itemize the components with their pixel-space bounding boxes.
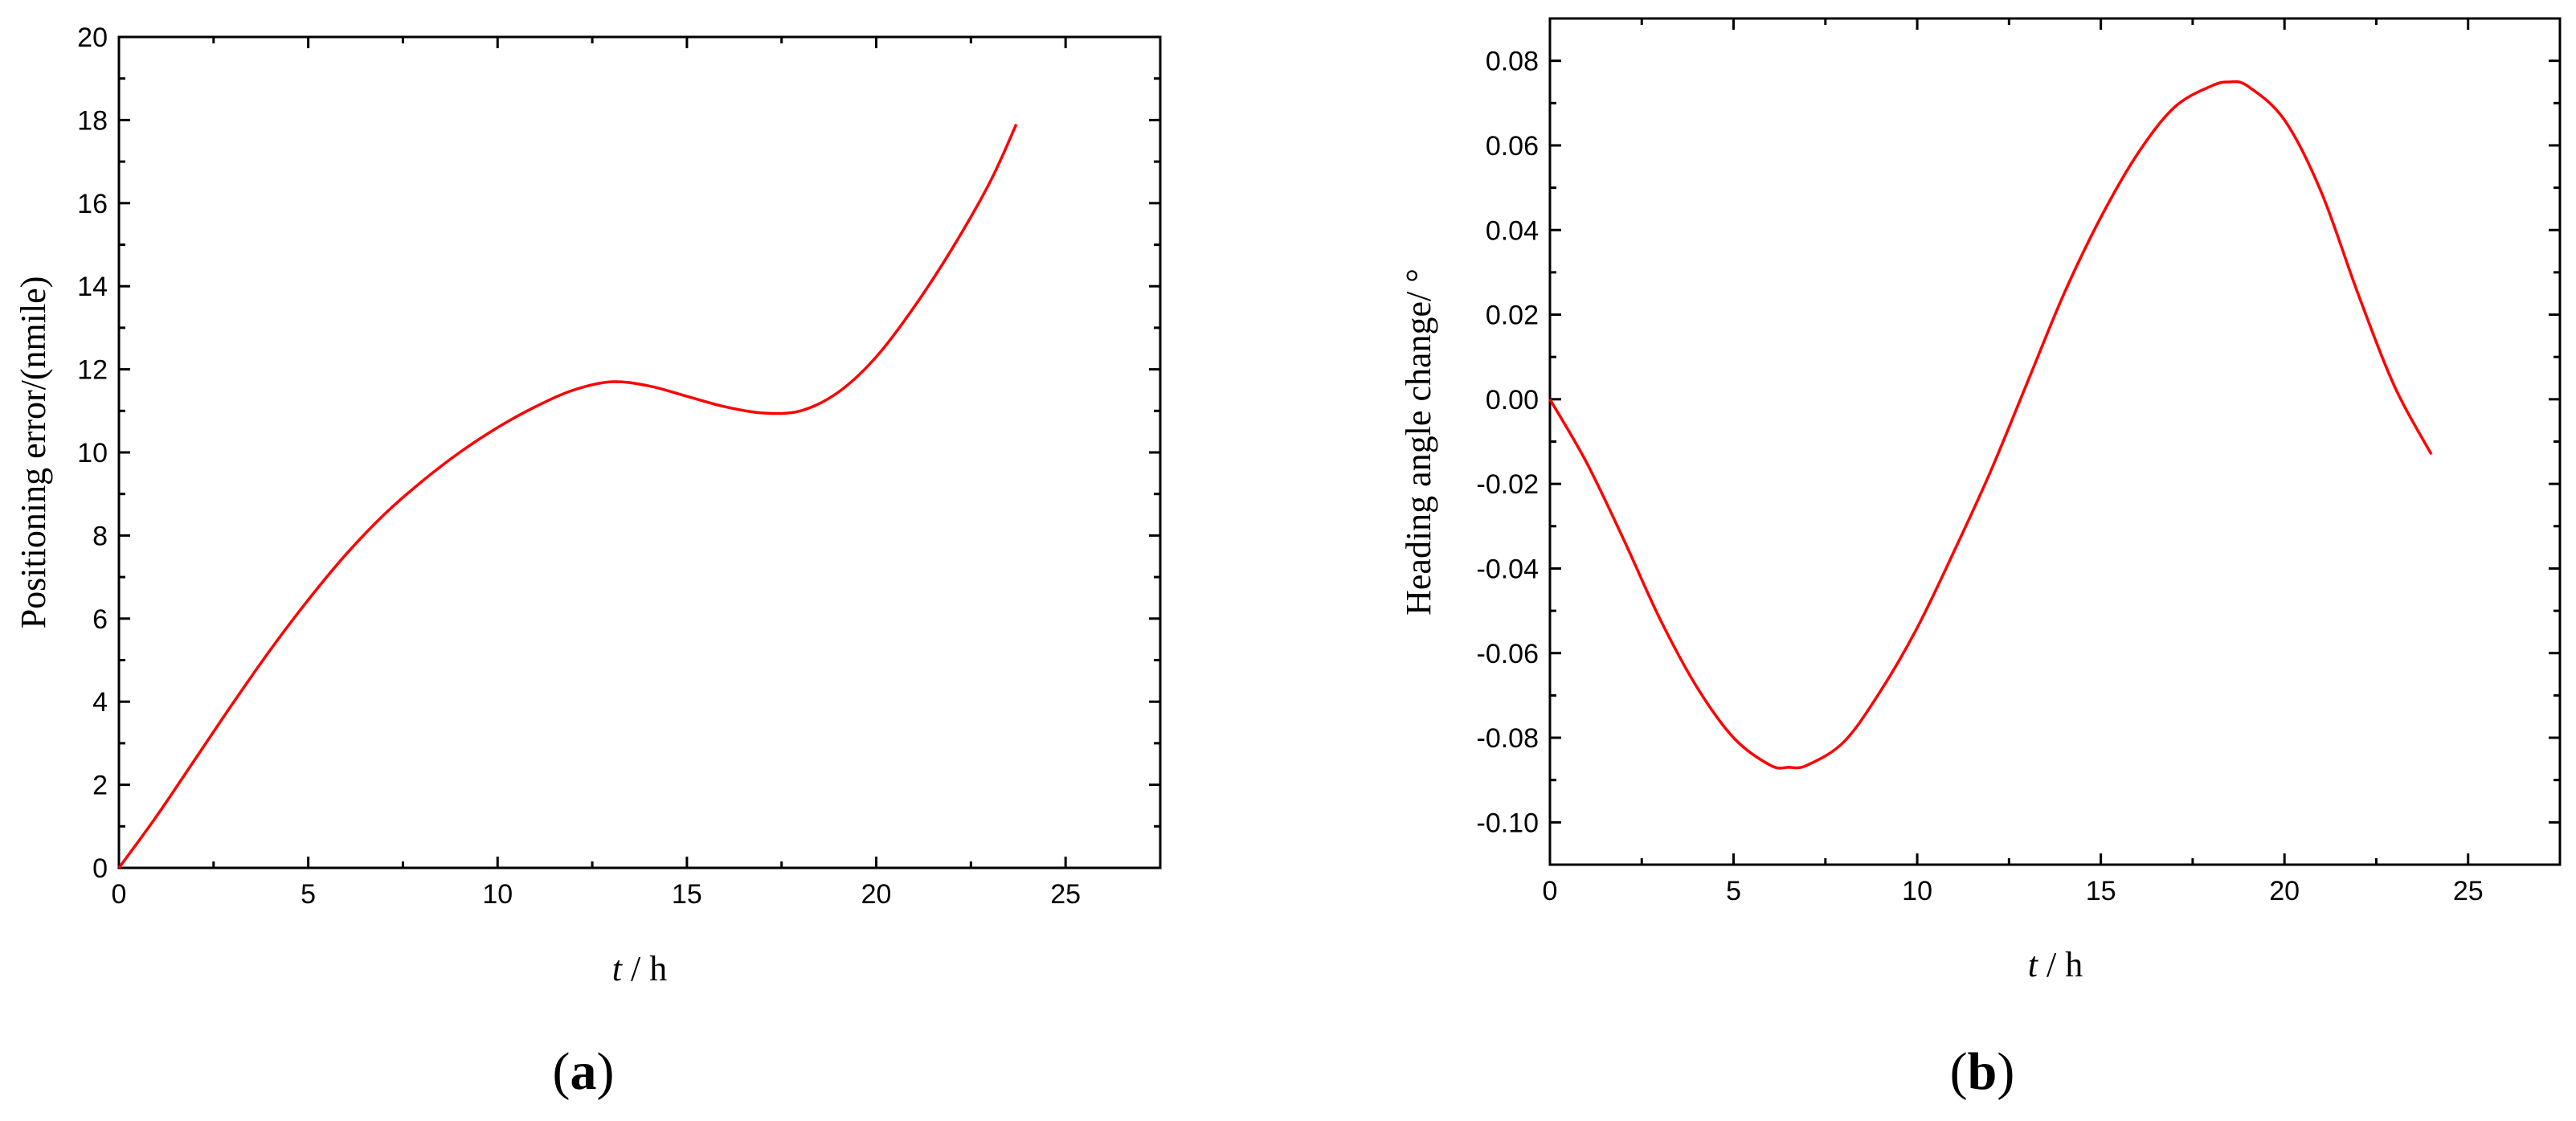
x-tick-label: 10 bbox=[1902, 876, 1932, 906]
y-tick-label: 6 bbox=[92, 604, 108, 635]
chart-panel-a: 0 5 10 15 20 25 0 2 4 6 8 10 12 14 16 18 20 t / h Posit… bbox=[14, 23, 1162, 1101]
y-tick-labels: -0.10 -0.08 -0.06 -0.04 -0.02 0.00 0.02 0.04 0.0… bbox=[1477, 47, 1539, 839]
x-axis-title: t / h bbox=[2028, 945, 2083, 984]
x-tick-label: 15 bbox=[672, 879, 702, 910]
y-tick-label: 8 bbox=[92, 521, 108, 551]
y-tick-label: 2 bbox=[92, 771, 108, 801]
data-line bbox=[1548, 80, 2433, 770]
panel-label: (a) bbox=[553, 1042, 615, 1101]
y-tick-label: 10 bbox=[77, 438, 108, 468]
y-tick-label: 0.06 bbox=[1486, 131, 1539, 162]
x-tick-label: 15 bbox=[2086, 876, 2116, 906]
y-tick-label: 14 bbox=[77, 272, 108, 302]
y-tick-label: 12 bbox=[77, 355, 108, 386]
y-tick-label: 0.00 bbox=[1486, 385, 1539, 415]
y-tick-label: 16 bbox=[77, 189, 108, 219]
x-tick-label: 25 bbox=[1050, 879, 1081, 910]
y-tick-labels: 0 2 4 6 8 10 12 14 16 18 20 bbox=[77, 23, 108, 884]
y-tick-label: 0.02 bbox=[1486, 301, 1539, 331]
y-axis-title: Heading angle change/ ° bbox=[1399, 268, 1438, 616]
y-tick-label: 0 bbox=[92, 853, 108, 884]
y-tick-label: -0.02 bbox=[1477, 469, 1539, 500]
y-tick-label: -0.04 bbox=[1477, 554, 1539, 584]
y-tick-label: 20 bbox=[77, 23, 108, 53]
panel-label: (b) bbox=[1950, 1042, 2015, 1101]
x-tick-label: 20 bbox=[2269, 876, 2300, 906]
axis-ticks bbox=[1548, 17, 2562, 866]
y-tick-label: 18 bbox=[77, 105, 108, 136]
x-tick-label: 5 bbox=[301, 879, 316, 910]
x-tick-label: 0 bbox=[112, 879, 127, 910]
y-tick-label: 0.08 bbox=[1486, 47, 1539, 77]
x-tick-label: 25 bbox=[2453, 876, 2484, 906]
x-axis-title: t / h bbox=[612, 949, 667, 988]
x-tick-labels: 0 5 10 15 20 25 bbox=[112, 879, 1082, 910]
x-tick-labels: 0 5 10 15 20 25 bbox=[1543, 876, 2484, 906]
y-tick-label: 0.04 bbox=[1486, 215, 1539, 246]
x-tick-label: 10 bbox=[482, 879, 513, 910]
plot-frame bbox=[117, 35, 1162, 869]
y-tick-label: 4 bbox=[92, 687, 108, 718]
y-tick-label: -0.10 bbox=[1477, 808, 1539, 838]
x-tick-label: 5 bbox=[1726, 876, 1741, 906]
x-tick-label: 20 bbox=[861, 879, 892, 910]
plot-frame bbox=[1548, 17, 2562, 866]
y-tick-label: -0.06 bbox=[1477, 639, 1539, 669]
x-tick-label: 0 bbox=[1543, 876, 1558, 906]
data-line bbox=[117, 123, 1018, 869]
y-tick-label: -0.08 bbox=[1477, 723, 1539, 754]
y-axis-title: Positioning error/(nmile) bbox=[14, 276, 53, 629]
axis-ticks bbox=[117, 35, 1162, 869]
chart-panel-b: 0 5 10 15 20 25 -0.10 -0.08 -0.06 -0.04 -0.02 0.00… bbox=[1399, 17, 2562, 1101]
